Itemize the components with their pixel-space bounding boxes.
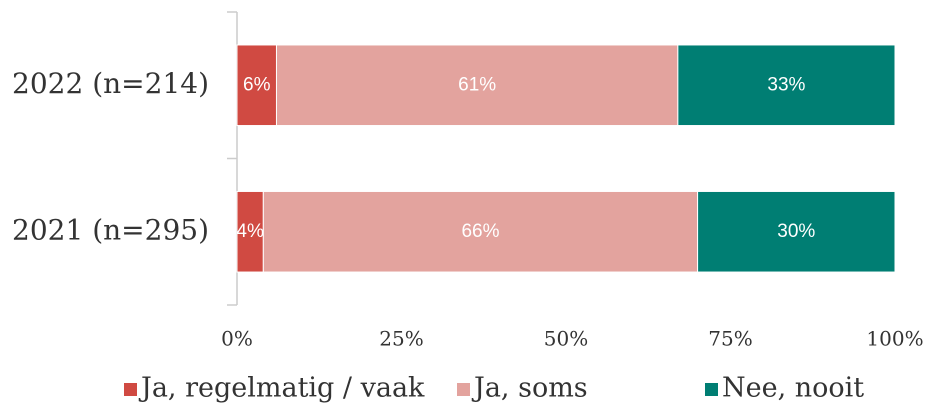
legend-label: Ja, regelmatig / vaak xyxy=(138,373,425,404)
x-tick-label: 75% xyxy=(708,327,752,351)
value-label: 61% xyxy=(458,74,496,95)
legend-swatch xyxy=(124,383,137,396)
legend-label: Nee, nooit xyxy=(722,373,864,404)
bar-segment xyxy=(236,44,277,127)
value-label: 66% xyxy=(461,221,499,242)
bar-segment xyxy=(697,190,896,273)
bar-segment xyxy=(262,190,699,273)
value-label: 30% xyxy=(777,221,815,242)
legend-label: Ja, soms xyxy=(471,373,588,404)
x-tick-label: 100% xyxy=(866,327,923,351)
bar-segment xyxy=(677,44,896,127)
value-label: 4% xyxy=(236,221,264,242)
category-label: 2021 (n=295) xyxy=(12,213,209,246)
legend-swatch xyxy=(457,383,470,396)
x-tick-label: 0% xyxy=(221,327,253,351)
value-label: 33% xyxy=(767,74,805,95)
bar-segment xyxy=(236,190,264,273)
x-tick-label: 25% xyxy=(379,327,423,351)
bar-segment xyxy=(275,44,679,127)
x-tick-label: 50% xyxy=(544,327,588,351)
value-label: 6% xyxy=(243,74,271,95)
legend-swatch xyxy=(705,383,718,396)
category-label: 2022 (n=214) xyxy=(12,67,209,100)
